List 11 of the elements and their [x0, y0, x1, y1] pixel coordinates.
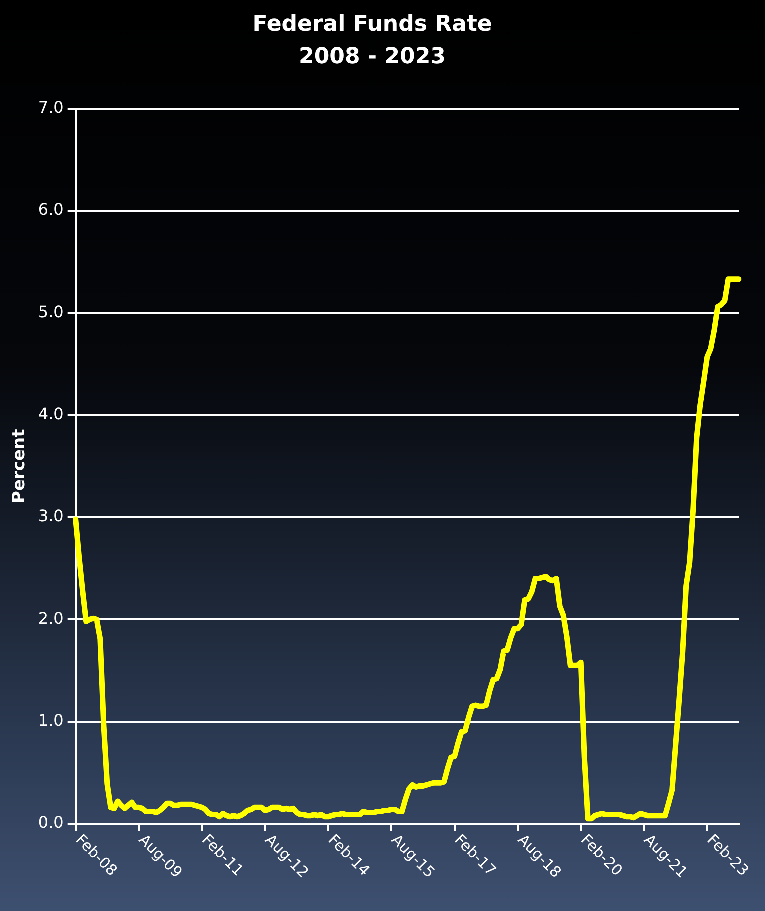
chart-title: Federal Funds Rate: [252, 12, 492, 37]
y-tick-label: 2.0: [38, 608, 64, 628]
y-tick-label: 4.0: [38, 404, 64, 424]
y-tick-label: 7.0: [38, 98, 64, 117]
y-tick-label: 0.0: [38, 813, 64, 832]
y-tick-label: 3.0: [38, 506, 64, 526]
y-tick-label: 1.0: [38, 710, 64, 730]
y-axis-title: Percent: [10, 429, 30, 504]
chart-subtitle: 2008 - 2023: [299, 44, 446, 70]
y-tick-label: 6.0: [38, 200, 64, 220]
y-tick-label: 5.0: [38, 302, 64, 322]
